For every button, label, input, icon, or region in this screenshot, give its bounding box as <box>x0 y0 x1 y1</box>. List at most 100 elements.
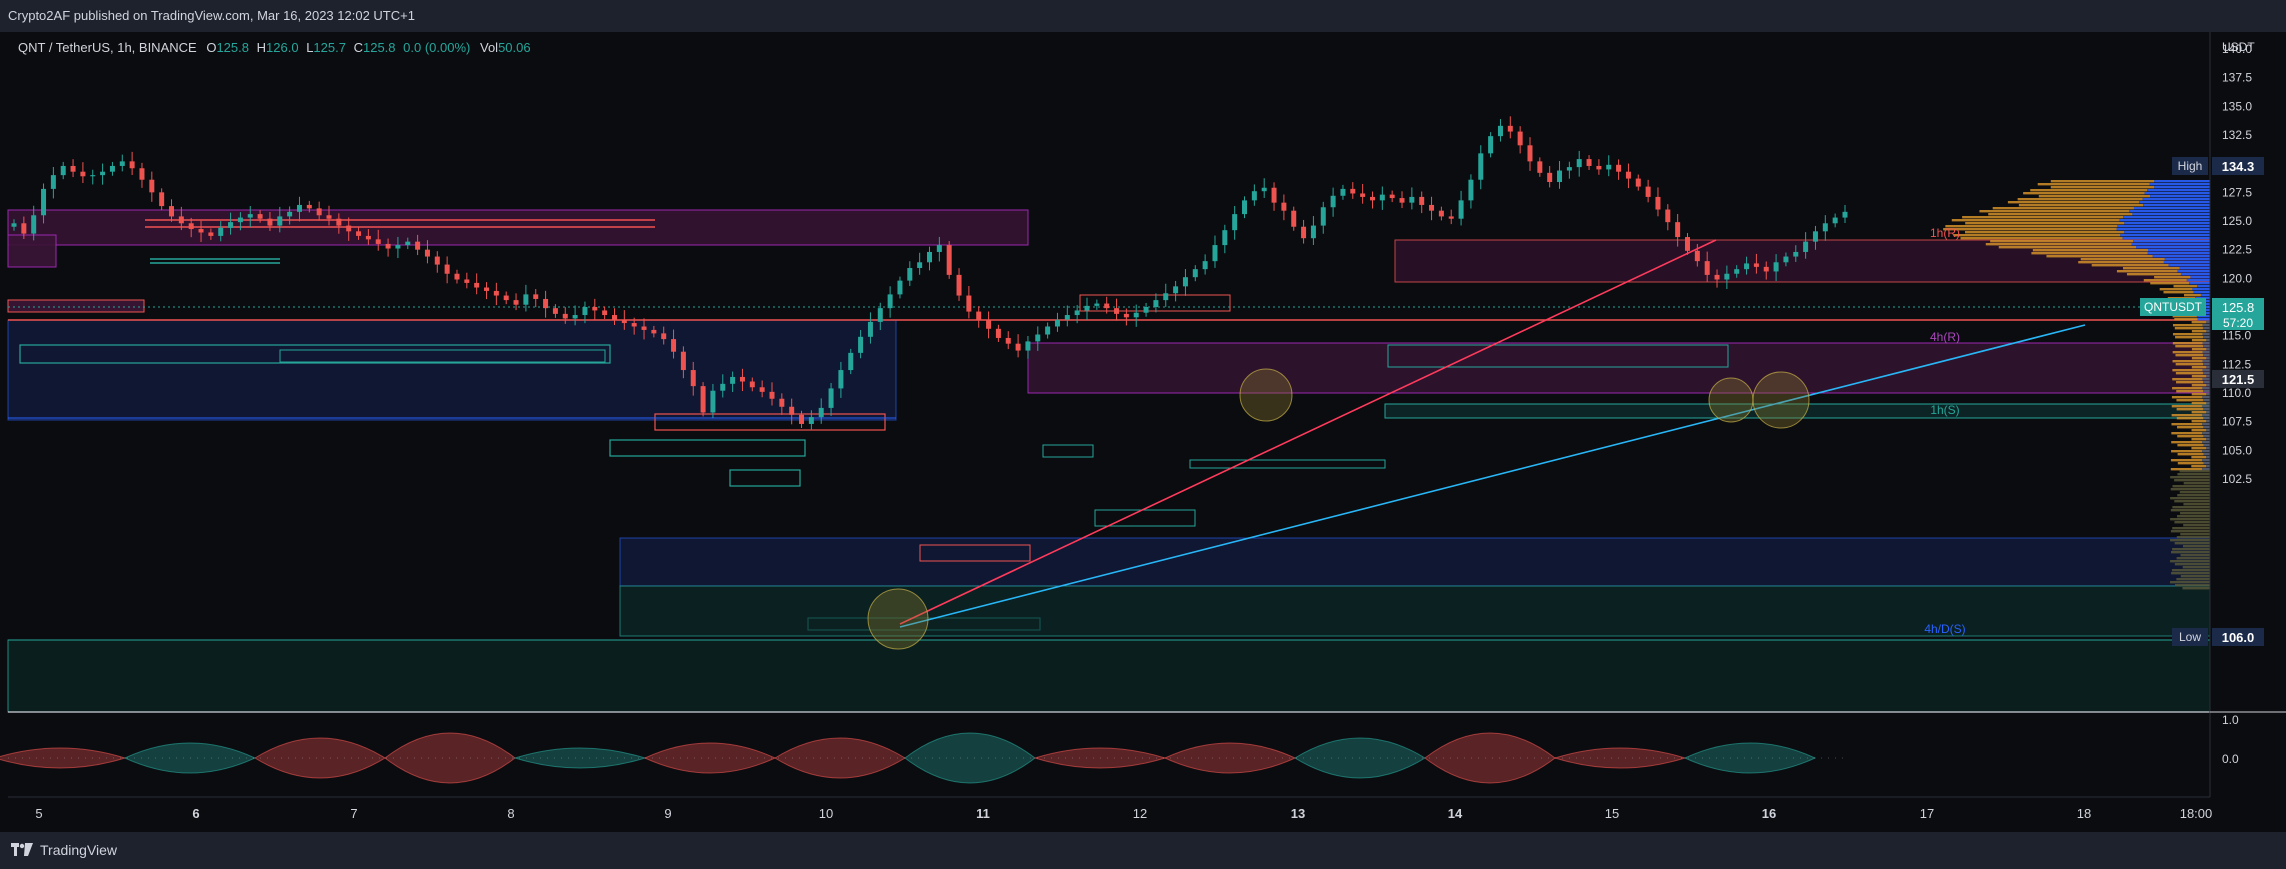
candle-body <box>50 175 56 189</box>
candle-body <box>1232 214 1238 231</box>
legend-open: 125.8 <box>216 40 249 55</box>
vp-bar <box>2206 375 2210 378</box>
vp-bar <box>2203 354 2210 357</box>
vp-bar <box>2154 276 2191 279</box>
vp-bar <box>2206 384 2210 387</box>
candle-body <box>405 241 411 246</box>
candle-body <box>1340 188 1346 196</box>
vp-bar <box>2206 321 2210 324</box>
vp-bar <box>2139 201 2210 204</box>
candle-body <box>1350 188 1356 194</box>
candle-body <box>316 208 322 216</box>
candle-body <box>1448 216 1454 219</box>
candle-body <box>365 235 371 240</box>
candle-body <box>1133 312 1139 318</box>
vp-bar <box>2176 578 2210 581</box>
candle-body <box>1379 194 1385 201</box>
last-price-box[interactable] <box>2212 298 2264 330</box>
candle-body <box>828 388 834 408</box>
candle-body <box>552 308 558 314</box>
vp-bar <box>2143 279 2187 282</box>
high-label: High <box>2178 159 2203 173</box>
candle-body <box>1625 171 1631 179</box>
candle-body <box>572 315 578 319</box>
trendline-red[interactable] <box>899 239 1717 625</box>
vp-bar <box>2170 459 2203 462</box>
time-tick: 16 <box>1762 806 1776 821</box>
last-price: 125.8 <box>2222 300 2255 315</box>
candle-body <box>11 223 17 227</box>
candle-body <box>661 333 667 340</box>
price-tick: 115.0 <box>2222 329 2251 343</box>
highlight-circle <box>1708 377 1754 423</box>
candle-body <box>454 273 460 280</box>
candle-body <box>1114 308 1120 314</box>
vp-bar <box>2191 384 2207 387</box>
candle-body <box>395 245 401 249</box>
oscillator-wave <box>904 732 1036 784</box>
time-tick: 17 <box>1920 806 1934 821</box>
vp-bar <box>2206 447 2210 450</box>
support-block <box>1042 444 1094 458</box>
time-tick: 11 <box>976 806 990 821</box>
candle-body <box>1753 263 1759 267</box>
candle-body <box>680 351 686 371</box>
symbol-legend[interactable]: QNT / TetherUS, 1h, BINANCE O125.8 H126.… <box>18 40 531 55</box>
candle-body <box>1035 334 1041 342</box>
price-tick: 140.0 <box>2222 42 2252 56</box>
candle-body <box>1429 204 1435 211</box>
vp-bar <box>2170 497 2210 500</box>
price-tick: 120.0 <box>2222 271 2252 285</box>
candle-body <box>1744 263 1750 270</box>
vp-bar <box>2182 587 2210 590</box>
candle-body <box>700 386 706 413</box>
candle-body <box>119 161 125 166</box>
vp-bar <box>2189 282 2210 285</box>
vp-bar <box>2191 402 2207 405</box>
candle-body <box>385 243 391 249</box>
vp-bar <box>2206 348 2210 351</box>
tradingview-brand[interactable]: TradingView <box>10 842 117 858</box>
candle-body <box>995 328 1001 338</box>
bar-countdown: 57:20 <box>2223 316 2253 330</box>
vp-bar <box>2176 417 2204 420</box>
vp-bar <box>2175 363 2204 366</box>
time-axis-ticks[interactable]: 5 6 7 8 9 10 11 12 13 14 15 16 17 18 18:00 <box>35 806 2212 821</box>
candle-body <box>769 391 775 399</box>
vp-bar <box>2202 432 2210 435</box>
vp-bar <box>2171 396 2203 399</box>
trendline-cyan[interactable] <box>899 324 2086 628</box>
chart-area[interactable]: 1h(R) 4h(R) 1h(S) 4h/D(S) USDT 140.0 137.… <box>0 32 2286 832</box>
candle-body <box>582 307 588 316</box>
vp-bar <box>2191 348 2207 351</box>
candle-body <box>1143 307 1149 313</box>
symbol-tag-box[interactable] <box>2140 298 2206 316</box>
vp-bar <box>2170 468 2203 471</box>
vp-bar <box>2206 465 2210 468</box>
price-tick: 125.0 <box>2222 214 2252 228</box>
vp-bar <box>2184 294 2201 297</box>
vp-bar <box>2038 195 2151 198</box>
candle-body <box>1576 159 1582 168</box>
resistance-block <box>654 413 886 431</box>
chart-canvas[interactable]: 1h(R) 4h(R) 1h(S) 4h/D(S) USDT 140.0137.… <box>0 32 2286 832</box>
candle-body <box>287 211 293 217</box>
time-tick: 18:00 <box>2180 806 2213 821</box>
vp-bar <box>2163 291 2194 294</box>
vp-bar <box>2191 330 2207 333</box>
vp-bar <box>2202 360 2210 363</box>
vp-bar <box>2203 444 2210 447</box>
legend-open-label: O <box>206 40 217 55</box>
candle-body <box>651 329 657 334</box>
zone-label-1h-s: 1h(S) <box>1930 403 1959 417</box>
vp-bar <box>2200 294 2210 297</box>
vp-bar <box>2159 288 2193 291</box>
volume-profile <box>1943 180 2210 590</box>
vp-bar <box>2176 399 2204 402</box>
vp-bar <box>2202 369 2210 372</box>
candle-body <box>986 319 992 329</box>
vp-bar <box>2172 351 2203 354</box>
support-zone-teal <box>619 585 2211 637</box>
vp-bar <box>2007 201 2140 204</box>
candle-body <box>720 383 726 391</box>
